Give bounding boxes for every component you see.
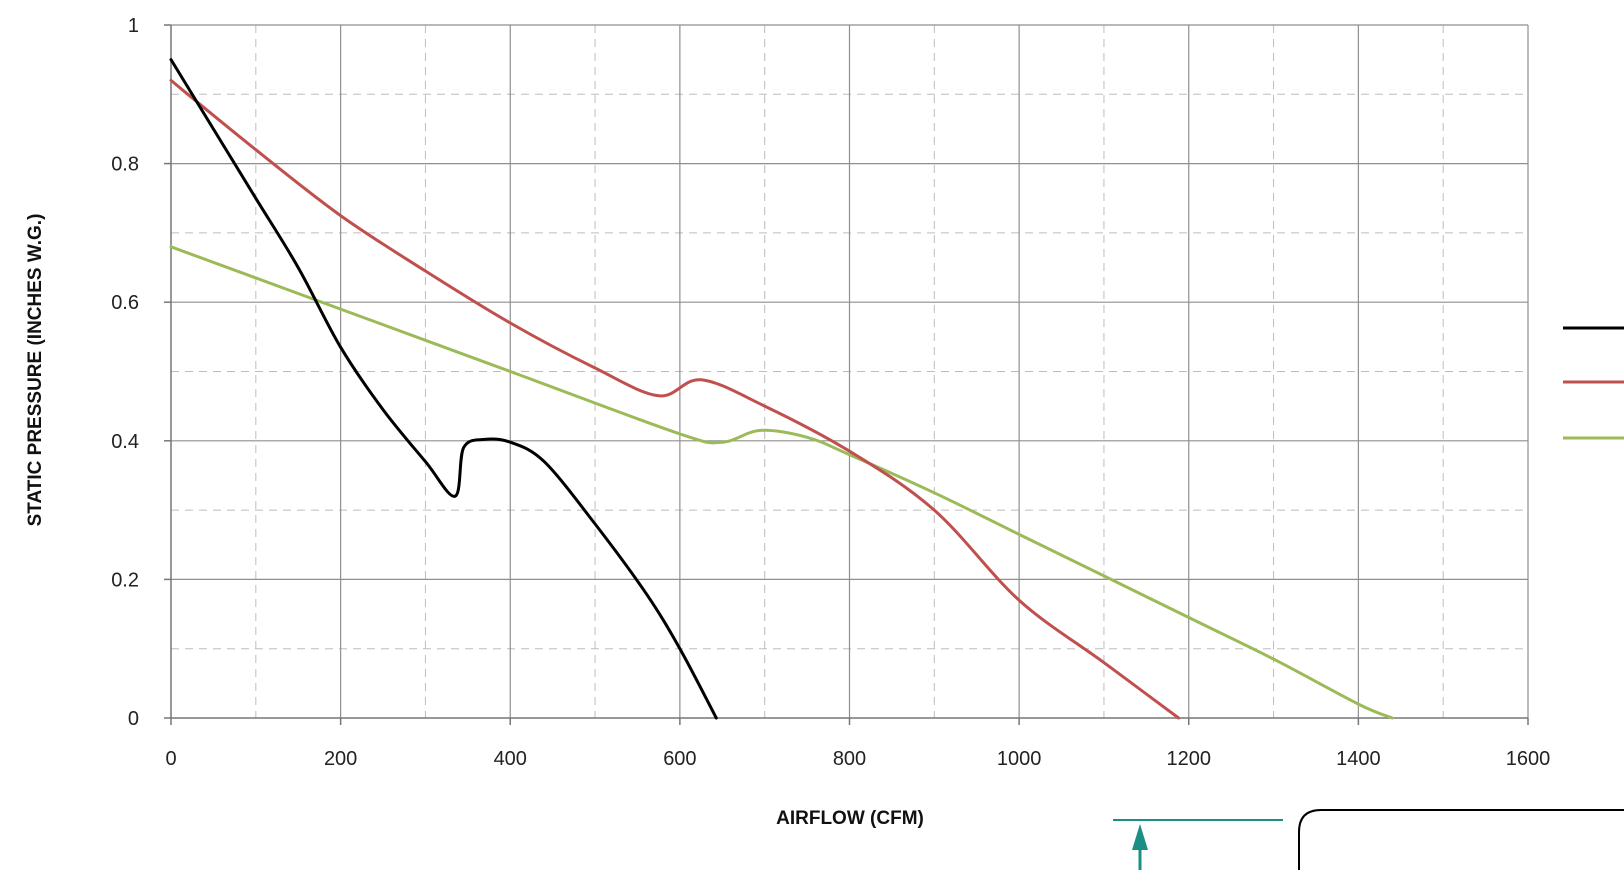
y-tick-label: 0 <box>128 708 139 730</box>
x-tick-label: 1600 <box>1506 748 1551 770</box>
x-tick-label: 600 <box>663 748 696 770</box>
x-tick-label: 800 <box>833 748 866 770</box>
x-tick-label: 400 <box>494 748 527 770</box>
y-tick-label: 1 <box>128 15 139 37</box>
x-axis-title: AIRFLOW (CFM) <box>776 808 924 829</box>
x-tick-label: 1400 <box>1336 748 1381 770</box>
x-tick-label: 200 <box>324 748 357 770</box>
x-tick-label: 1200 <box>1167 748 1212 770</box>
y-tick-label: 0.8 <box>111 154 139 176</box>
y-tick-label: 0.6 <box>111 292 139 314</box>
x-tick-label: 0 <box>165 748 176 770</box>
x-tick-label: 1000 <box>997 748 1042 770</box>
y-axis-title: STATIC PRESSURE (INCHES W.G.) <box>25 214 46 527</box>
y-tick-label: 0.2 <box>111 569 139 591</box>
y-tick-label: 0.4 <box>111 431 139 453</box>
